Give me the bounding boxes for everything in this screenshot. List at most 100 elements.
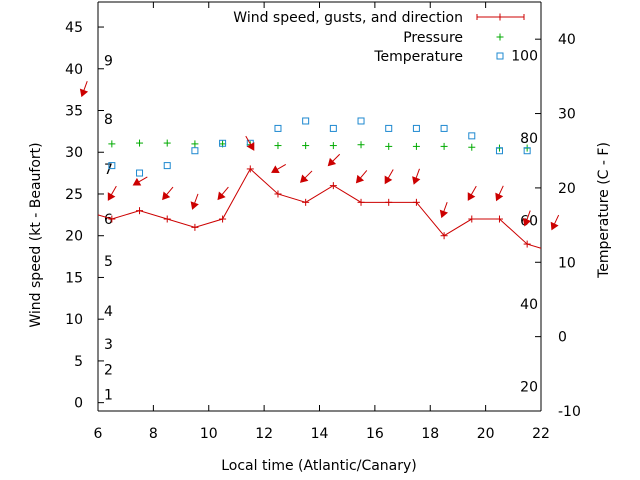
temperature-point — [468, 132, 476, 140]
arrow-head — [79, 88, 89, 98]
y2-tick-label: 0 — [558, 330, 567, 346]
temperature-point — [385, 124, 393, 132]
fahrenheit-label: 20 — [520, 379, 538, 395]
wind-direction-arrow — [384, 169, 394, 185]
wind-speed-point — [108, 215, 116, 223]
temperature-point — [495, 147, 503, 155]
wind-direction-arrow — [495, 185, 504, 202]
x-tick-label: 14 — [311, 426, 329, 442]
wind-speed-point — [468, 215, 476, 223]
beaufort-label: 7 — [104, 162, 113, 178]
x-tick-label: 18 — [421, 426, 439, 442]
wind-direction-arrow — [439, 202, 449, 219]
y-axis-label: Wind speed (kt - Beaufort) — [28, 142, 44, 327]
arrow-head — [107, 192, 116, 201]
beaufort-label: 3 — [104, 337, 113, 353]
wind-direction-arrow — [217, 186, 229, 201]
arrow-head — [327, 157, 337, 167]
wind-speed-point — [357, 198, 365, 206]
pressure-point — [136, 139, 144, 147]
arrow-head — [132, 177, 142, 186]
y-tick-label: 30 — [65, 145, 83, 161]
x-tick-label: 22 — [532, 426, 550, 442]
wind-direction-arrow — [132, 176, 148, 186]
x-axis-label: Local time (Atlantic/Canary) — [221, 458, 417, 474]
y2-tick-label: -10 — [558, 404, 581, 420]
x-tick-label: 20 — [477, 426, 495, 442]
x-tick-label: 16 — [366, 426, 384, 442]
fahrenheit-label: 80 — [520, 131, 538, 147]
y2-tick-label: 20 — [558, 181, 576, 197]
wind-direction-arrow — [522, 210, 532, 227]
temperature-point — [329, 124, 337, 132]
pressure-point — [329, 142, 337, 150]
pressure-point — [440, 142, 448, 150]
plot-axes — [97, 1, 542, 412]
wind-speed-point — [246, 165, 254, 173]
wind-direction-arrow — [467, 185, 477, 201]
y-tick-label: 0 — [74, 396, 83, 412]
wind-direction-arrow — [327, 153, 341, 167]
arrow-head — [162, 191, 171, 201]
chart-legend: Wind speed, gusts, and direction Pressure… — [233, 10, 525, 65]
arrow-head — [300, 174, 309, 183]
pressure-point — [108, 140, 116, 148]
temperature-point — [108, 162, 116, 170]
beaufort-label: 2 — [104, 362, 113, 378]
y2-tick-label: 10 — [558, 255, 576, 271]
x-tick-label: 12 — [255, 426, 273, 442]
beaufort-label: 4 — [104, 304, 113, 320]
wind-direction-arrow — [190, 193, 199, 210]
wind-speed-point — [495, 215, 503, 223]
legend-label: Wind speed, gusts, and direction — [233, 10, 463, 26]
legend-marker — [496, 52, 504, 60]
legend-marker — [496, 13, 504, 21]
pressure-point — [412, 142, 420, 150]
beaufort-label: 8 — [104, 112, 113, 128]
y2-tick-label: 40 — [558, 32, 576, 48]
pressure-point — [385, 142, 393, 150]
beaufort-label: 9 — [104, 53, 113, 69]
series-layer — [97, 117, 542, 249]
x-tick-label: 8 — [149, 426, 158, 442]
wind-direction-arrow — [300, 170, 313, 183]
pressure-point — [163, 139, 171, 147]
arrow-head — [190, 201, 199, 210]
wind-direction-arrow — [412, 168, 421, 185]
arrow-head — [522, 217, 532, 227]
y-tick-label: 25 — [65, 187, 83, 203]
wind-speed-point — [136, 207, 144, 215]
wind-speed-point — [302, 198, 310, 206]
wind-speed-point — [440, 232, 448, 240]
temperature-point — [412, 124, 420, 132]
y-tick-label: 40 — [65, 62, 83, 78]
y-tick-label: 35 — [65, 104, 83, 120]
arrow-head — [217, 191, 226, 201]
wind-direction-arrow — [271, 164, 287, 173]
arrow-head — [246, 142, 255, 151]
wind-direction-arrow — [79, 81, 89, 98]
x-tick-label: 10 — [200, 426, 218, 442]
pressure-point — [191, 140, 199, 148]
pressure-point — [274, 142, 282, 150]
arrow-head — [271, 165, 280, 173]
wind-speed-point — [523, 240, 531, 248]
temperature-point — [523, 147, 531, 155]
arrow-head — [550, 221, 559, 231]
axis-ticks: 6 8 10 12 14 16 18 20 22051015202530354045-10010… — [65, 2, 581, 442]
temperature-point — [136, 169, 144, 177]
legend-marker — [496, 33, 504, 41]
wind-direction-arrow — [245, 135, 255, 151]
beaufort-label: 5 — [104, 254, 113, 270]
y-tick-label: 15 — [65, 270, 83, 286]
wind-speed-point — [191, 223, 199, 231]
temperature-point — [440, 124, 448, 132]
temperature-point — [357, 117, 365, 125]
wind-speed-line — [97, 168, 542, 249]
wind-speed-point — [412, 198, 420, 206]
pressure-point — [357, 141, 365, 149]
y-tick-label: 5 — [74, 354, 83, 370]
fahrenheit-label: 100 — [511, 49, 538, 65]
fahrenheit-label: 40 — [520, 297, 538, 313]
